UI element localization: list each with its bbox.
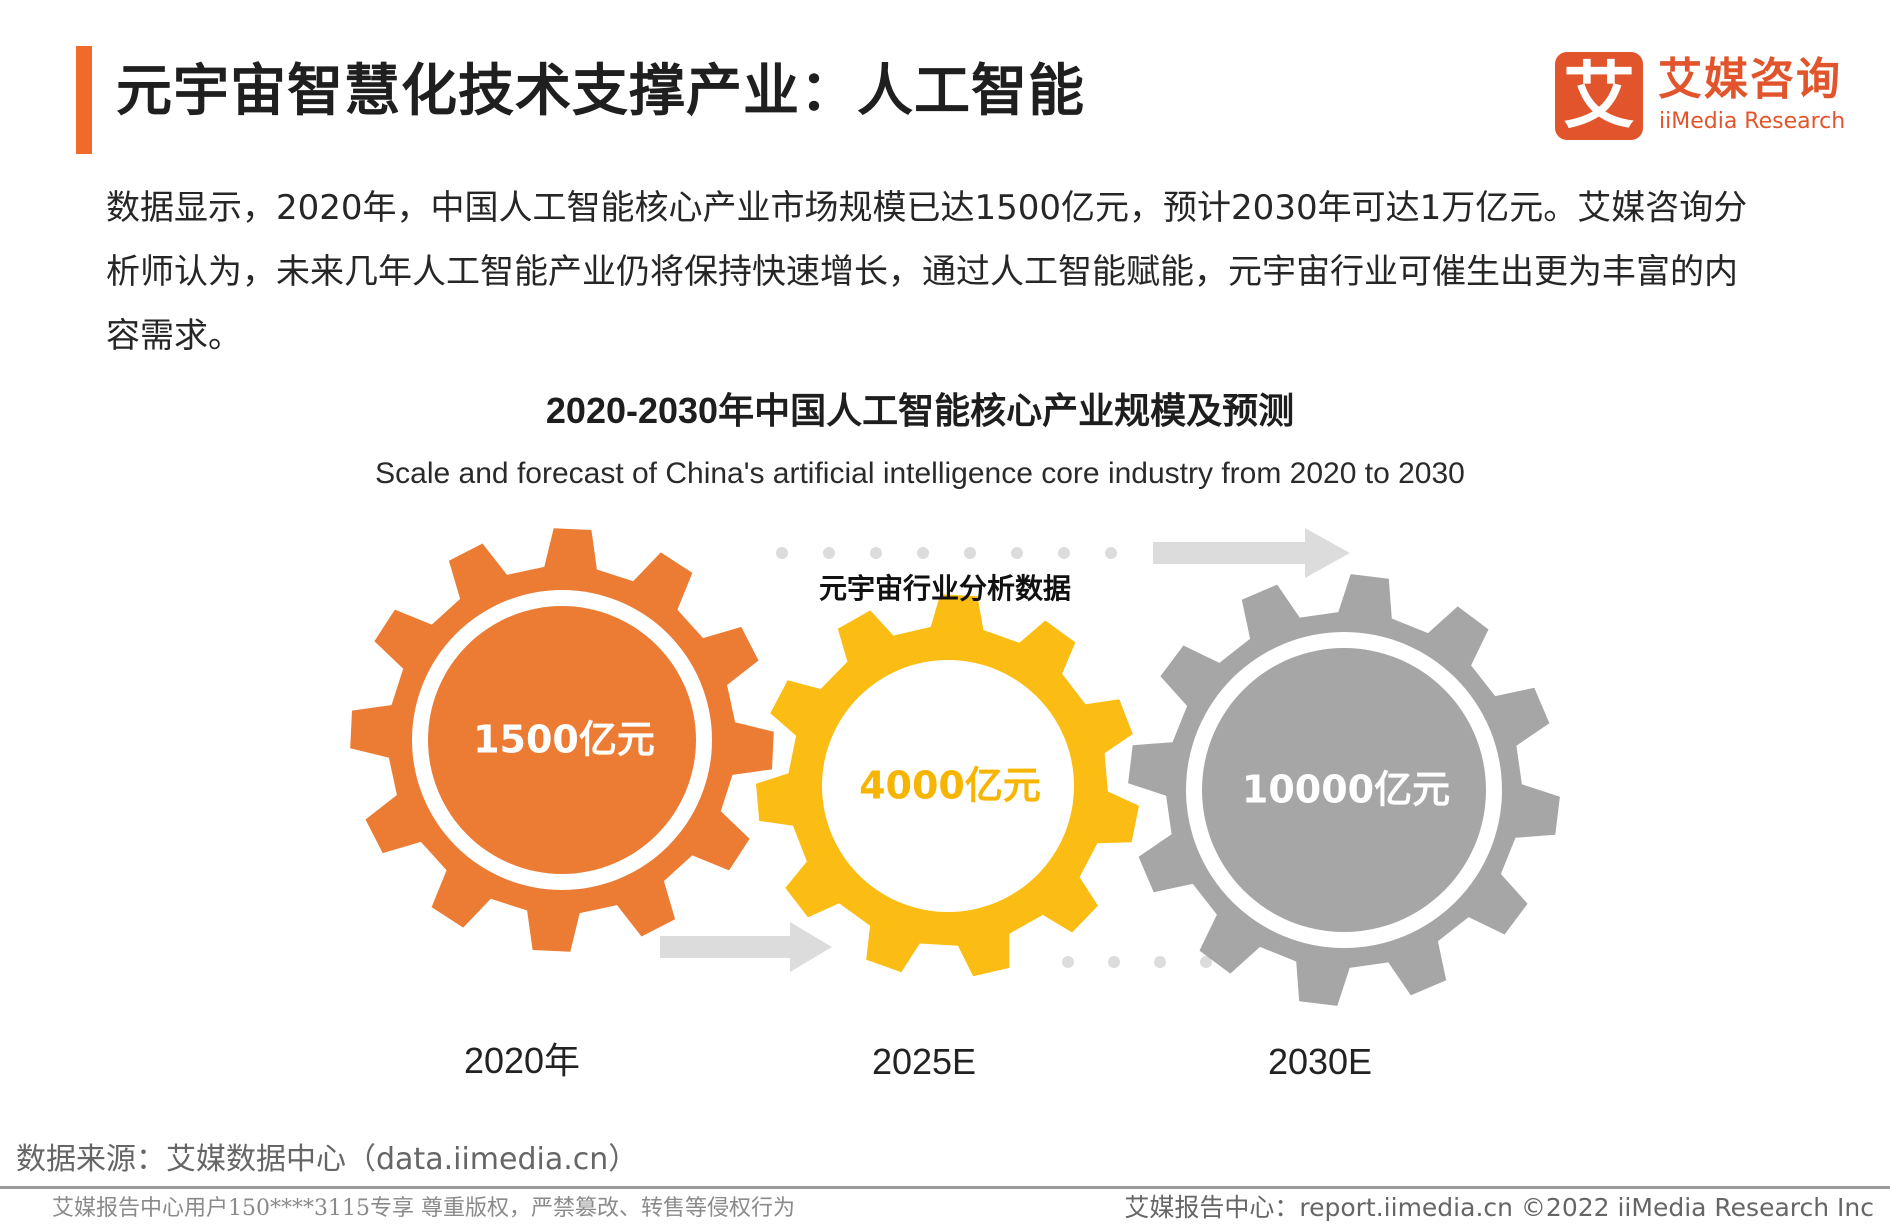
- logo-name-cn: 艾媒咨询: [1658, 54, 1842, 105]
- footer-site-link[interactable]: 艾媒报告中心：report.iimedia.cn ©2022 iiMedia R…: [1124, 1193, 1874, 1222]
- connector-dot: [1200, 956, 1212, 968]
- iimedia-logo[interactable]: 艾 艾媒咨询 iiMedia Research: [1555, 52, 1855, 144]
- connector-dot: [1058, 547, 1070, 559]
- category-label-1: 2020年: [464, 1040, 580, 1081]
- connector-dot: [823, 547, 835, 559]
- connector-dot: [776, 547, 788, 559]
- chart-subtitle: Scale and forecast of China's artificial…: [375, 457, 1465, 490]
- logo-mark-icon: 艾: [1555, 52, 1643, 140]
- footer-copyright-notice: 艾媒报告中心用户150****3115专享 尊重版权，严禁篡改、转售等侵权行为: [52, 1196, 795, 1221]
- connector-dot: [1108, 956, 1120, 968]
- arrow-bottom-icon: [660, 922, 832, 972]
- arrow-top-icon: [1153, 528, 1350, 578]
- value-label-1: 1500亿元: [473, 718, 655, 762]
- logo-name-en: iiMedia Research: [1659, 109, 1846, 134]
- gear-1-core: [428, 606, 696, 874]
- data-source: 数据来源：艾媒数据中心（data.iimedia.cn）: [16, 1142, 639, 1177]
- chart-title: 2020-2030年中国人工智能核心产业规模及预测: [546, 390, 1294, 431]
- title-accent-bar: [76, 46, 92, 154]
- connector-dot: [1105, 547, 1117, 559]
- connector-dot: [870, 547, 882, 559]
- summary-paragraph: 数据显示，2020年，中国人工智能核心产业市场规模已达1500亿元，预计2030…: [106, 188, 1748, 356]
- gear-3-core: [1202, 648, 1486, 932]
- category-label-2: 2025E: [872, 1041, 976, 1082]
- value-label-3: 10000亿元: [1242, 768, 1450, 812]
- connector-dot: [917, 547, 929, 559]
- value-label-2: 4000亿元: [859, 764, 1041, 808]
- gear-chart: 2020-2030年中国人工智能核心产业规模及预测 Scale and forec…: [350, 390, 1560, 1082]
- footer-divider: [0, 1186, 1890, 1189]
- chart-annotation: 元宇宙行业分析数据: [819, 572, 1071, 605]
- connector-dot: [1062, 956, 1074, 968]
- connector-dot: [964, 547, 976, 559]
- category-label-3: 2030E: [1268, 1041, 1372, 1082]
- connector-dot: [1011, 547, 1023, 559]
- page-title: 元宇宙智慧化技术支撑产业：人工智能: [116, 59, 1085, 124]
- gear-2-core: [822, 660, 1074, 912]
- connector-dot: [1154, 956, 1166, 968]
